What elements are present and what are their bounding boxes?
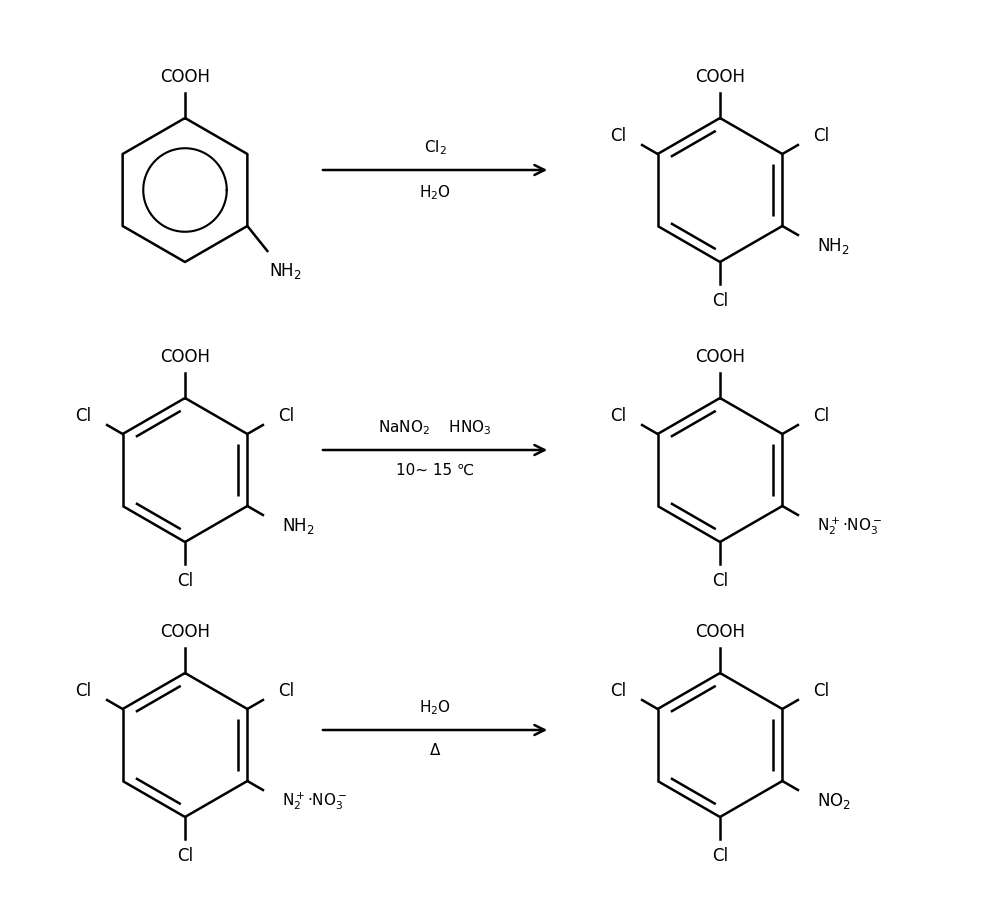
Text: N$_2^+$·NO$_3^-$: N$_2^+$·NO$_3^-$ <box>817 515 882 537</box>
Text: Cl: Cl <box>610 407 626 425</box>
Text: NH$_2$: NH$_2$ <box>282 516 315 536</box>
Text: COOH: COOH <box>160 623 210 641</box>
Text: Cl: Cl <box>814 407 830 425</box>
Text: H$_2$O: H$_2$O <box>419 698 451 717</box>
Text: Cl: Cl <box>177 847 193 865</box>
Text: Cl: Cl <box>712 847 728 865</box>
Text: NH$_2$: NH$_2$ <box>817 236 850 256</box>
Text: Cl: Cl <box>75 682 91 700</box>
Text: 10~ 15 ℃: 10~ 15 ℃ <box>396 463 474 478</box>
Text: Δ: Δ <box>430 743 440 758</box>
Text: Cl: Cl <box>75 407 91 425</box>
Text: NaNO$_2$    HNO$_3$: NaNO$_2$ HNO$_3$ <box>378 418 492 437</box>
Text: Cl: Cl <box>610 682 626 700</box>
Text: COOH: COOH <box>695 68 745 86</box>
Text: COOH: COOH <box>695 348 745 366</box>
Text: Cl: Cl <box>177 572 193 590</box>
Text: COOH: COOH <box>160 68 210 86</box>
Text: Cl: Cl <box>279 407 295 425</box>
Text: Cl: Cl <box>712 292 728 310</box>
Text: N$_2^+$·NO$_3^-$: N$_2^+$·NO$_3^-$ <box>282 790 347 812</box>
Text: Cl: Cl <box>279 682 295 700</box>
Text: H$_2$O: H$_2$O <box>419 183 451 202</box>
Text: NH$_2$: NH$_2$ <box>269 261 302 281</box>
Text: NO$_2$: NO$_2$ <box>817 791 851 811</box>
Text: Cl: Cl <box>610 127 626 145</box>
Text: Cl: Cl <box>814 127 830 145</box>
Text: Cl$_2$: Cl$_2$ <box>424 139 446 157</box>
Text: Cl: Cl <box>712 572 728 590</box>
Text: COOH: COOH <box>160 348 210 366</box>
Text: Cl: Cl <box>814 682 830 700</box>
Text: COOH: COOH <box>695 623 745 641</box>
